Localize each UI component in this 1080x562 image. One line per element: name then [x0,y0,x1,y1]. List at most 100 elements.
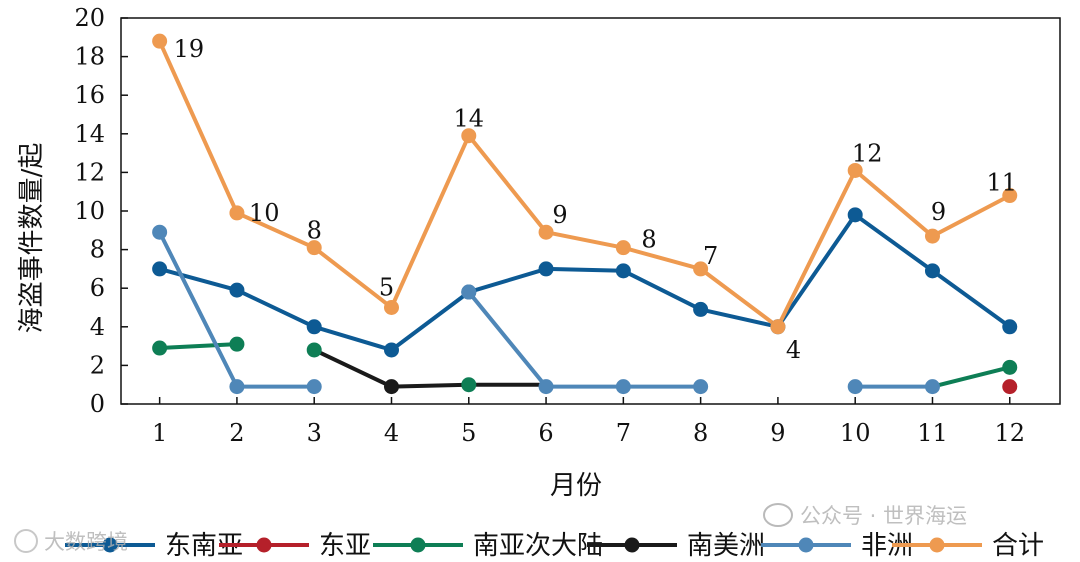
series-line-segment [157,230,239,389]
y-tick-label: 16 [74,81,105,109]
legend-swatch-marker [798,537,814,553]
legend-label: 合计 [992,531,1044,561]
data-point [306,240,322,256]
series-line-segment [930,365,1012,389]
legend-swatch-marker [256,537,272,553]
series-line-segment [466,290,549,389]
data-point [538,261,554,277]
x-axis-title: 月份 [550,471,602,501]
data-point [461,377,477,393]
watermark-right-text: 公众号 · 世界海运 [800,504,967,528]
x-tick-label: 8 [693,419,708,447]
data-label: 10 [249,199,280,227]
y-tick-label: 20 [74,4,105,32]
data-point [229,336,245,352]
series-line [157,40,1011,329]
data-point [306,342,322,358]
y-tick-label: 0 [90,390,105,418]
data-point [306,319,322,335]
x-tick-label: 7 [616,419,631,447]
legend-swatch-marker [410,537,426,553]
data-label: 9 [931,198,946,226]
data-label: 7 [703,242,718,270]
data-label: 8 [307,217,322,245]
data-label: 11 [986,169,1017,197]
data-point [152,340,168,356]
x-tick-label: 5 [461,419,476,447]
data-point [383,300,399,315]
data-point [538,379,554,395]
x-tick-label: 9 [770,419,785,447]
series-line [159,212,1011,352]
data-point [383,379,399,395]
data-point [538,224,554,240]
wechat-icon [763,503,793,527]
watermark-left-text: 大数跨境 [44,530,128,554]
legend-label: 南美洲 [687,531,765,561]
y-tick-label: 6 [90,274,105,302]
chart-markers [152,33,1018,395]
data-point [152,224,168,240]
watermark-left: 大数跨境 [14,529,128,554]
data-label: 8 [641,226,656,254]
x-tick-label: 3 [307,419,322,447]
data-point [1002,379,1018,395]
y-tick-label: 10 [74,197,105,225]
legend-label: 南亚次大陆 [473,531,603,561]
legend-swatch-marker [929,537,945,553]
chart-data-labels: 19 10 8 5 14 9 8 7 4 12 9 11 [174,35,1017,364]
legend-swatch-marker [624,537,640,553]
data-point [229,282,245,298]
data-point [693,261,709,277]
weibo-icon [14,529,38,553]
data-point [615,240,631,256]
data-point [693,301,709,317]
y-tick-label: 18 [74,43,105,71]
y-tick-label: 12 [74,158,105,186]
x-tick-label: 4 [384,419,399,447]
x-tick-label: 1 [152,419,167,447]
y-tick-label: 4 [90,313,105,341]
data-point [152,261,168,277]
series-line-segment [157,342,239,351]
data-label: 19 [174,35,205,63]
data-point [847,207,863,223]
data-label: 5 [379,274,394,302]
series-line-segment [312,347,394,389]
data-label: 9 [552,201,567,229]
y-axis-title: 海盗事件数量/起 [17,143,47,334]
data-label: 12 [852,139,883,167]
data-label: 4 [786,336,801,364]
y-tick-label: 8 [90,236,105,264]
x-tick-label: 2 [229,419,244,447]
data-label: 14 [454,105,485,133]
data-point [847,379,863,395]
data-point [383,342,399,358]
data-point [152,33,168,49]
data-point [615,263,631,279]
data-point [1002,188,1018,204]
data-point [306,379,322,395]
chart-legend: 东南亚 东亚 南亚次大陆 南美洲 非洲 合计 [65,531,1044,561]
data-point [1002,359,1018,375]
data-point [924,379,940,395]
watermark-right: 公众号 · 世界海运 [763,503,967,528]
data-point [461,128,477,144]
x-tick-label: 10 [840,419,871,447]
data-point [229,205,245,221]
data-point [924,263,940,279]
legend-swatch-marker [102,537,118,553]
series-line-segment [389,382,471,389]
data-point [461,284,477,300]
data-point [229,379,245,395]
legend-label: 东亚 [319,531,371,561]
chart-lines [157,40,1012,389]
data-point [615,379,631,395]
data-point [693,379,709,395]
y-tick-label: 2 [90,351,105,379]
data-point [847,162,863,178]
data-point [770,319,786,335]
data-point [1002,319,1018,335]
